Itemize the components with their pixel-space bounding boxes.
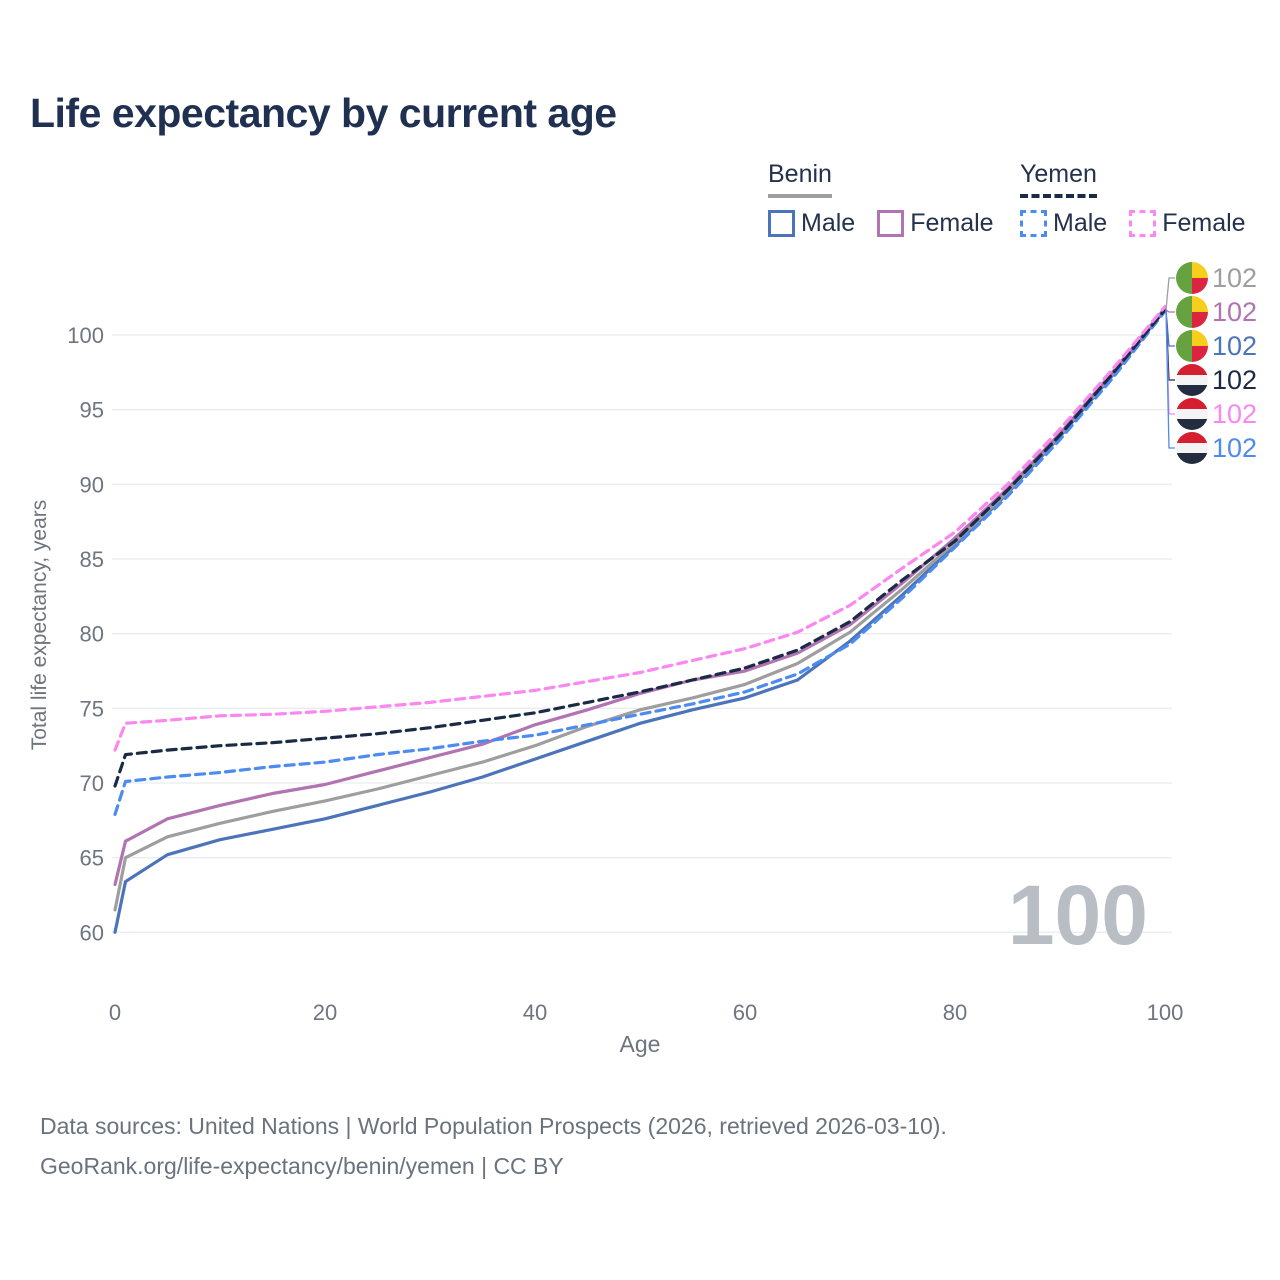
series-line-yemen-all[interactable] [113,308,1167,788]
legend-group-yemen: Yemen Male Female [1020,160,1246,238]
y-tick-label: 60 [80,920,104,945]
x-tick-label: 60 [733,1000,757,1025]
legend-entry-yemen-male[interactable]: Male [1020,209,1107,238]
legend-country-benin[interactable]: Benin [768,160,832,198]
series-line-yemen-male[interactable] [113,309,1167,817]
end-value-label: 102 [1212,297,1257,327]
end-value-label: 102 [1212,433,1257,463]
y-tick-label: 80 [80,622,104,647]
legend-entry-yemen-female-label: Female [1162,209,1246,237]
footer-attribution: GeoRank.org/life-expectancy/benin/yemen … [40,1153,564,1179]
yemen-female-swatch-icon [1129,210,1157,237]
footer-data-sources: Data sources: United Nations | World Pop… [40,1113,947,1139]
x-tick-label: 40 [523,1000,547,1025]
legend-country-benin-label: Benin [768,160,832,188]
page-title: Life expectancy by current age [30,90,617,136]
y-tick-label: 90 [80,472,104,497]
x-tick-label: 20 [313,1000,337,1025]
benin-flag-icon [1176,262,1208,294]
yemen-flag-icon [1176,432,1208,464]
y-tick-label: 65 [80,846,104,871]
y-axis-title: Total life expectancy, years [28,500,51,751]
footer: Data sources: United Nations | World Pop… [40,1106,947,1186]
end-label-row-yemen-5: 102 [1165,309,1257,464]
end-label-row-benin-1: 102 [1165,296,1257,328]
legend-entry-yemen-female[interactable]: Female [1129,209,1246,238]
x-tick-label: 100 [1147,1000,1184,1025]
yemen-flag-icon [1176,398,1208,430]
legend-entry-benin-female-label: Female [910,209,994,237]
end-value-label: 102 [1212,365,1257,395]
y-tick-label: 85 [80,547,104,572]
age-counter-watermark: 100 [1008,868,1148,962]
benin-female-swatch-icon [877,210,905,237]
end-label-connector [1165,309,1175,313]
legend-entry-benin-male[interactable]: Male [768,209,855,238]
legend-entry-yemen-male-label: Male [1053,209,1108,237]
x-tick-label: 0 [109,1000,121,1025]
end-value-label: 102 [1212,399,1257,429]
end-label-row-benin-0: 102 [1165,262,1257,311]
legend-country-yemen-label: Yemen [1020,160,1097,188]
series-line-benin-male[interactable] [113,308,1167,934]
legend-group-benin: Benin Male Female [768,160,994,238]
yemen-flag-icon [1176,364,1208,396]
legend-entry-benin-female[interactable]: Female [877,209,994,238]
end-label-connector [1165,309,1175,449]
end-label-connector [1165,277,1175,311]
end-value-label: 102 [1212,263,1257,293]
x-tick-label: 80 [943,1000,967,1025]
y-tick-label: 95 [80,398,104,423]
benin-male-swatch-icon [768,210,795,237]
yemen-male-swatch-icon [1020,210,1047,237]
series-line-benin-all[interactable] [113,308,1167,912]
legend-entry-benin-male-label: Male [801,209,856,237]
series-line-benin-female[interactable] [113,306,1167,887]
y-tick-label: 100 [67,323,104,348]
x-axis-title: Age [620,1031,661,1057]
y-tick-label: 75 [80,696,104,721]
end-value-label: 102 [1212,331,1257,361]
y-tick-label: 70 [80,771,104,796]
series-line-yemen-female[interactable] [113,305,1167,752]
benin-flag-icon [1176,296,1208,328]
end-label-row-yemen-3: 102 [1165,309,1257,396]
benin-flag-icon [1176,330,1208,362]
legend-country-yemen[interactable]: Yemen [1020,160,1097,198]
